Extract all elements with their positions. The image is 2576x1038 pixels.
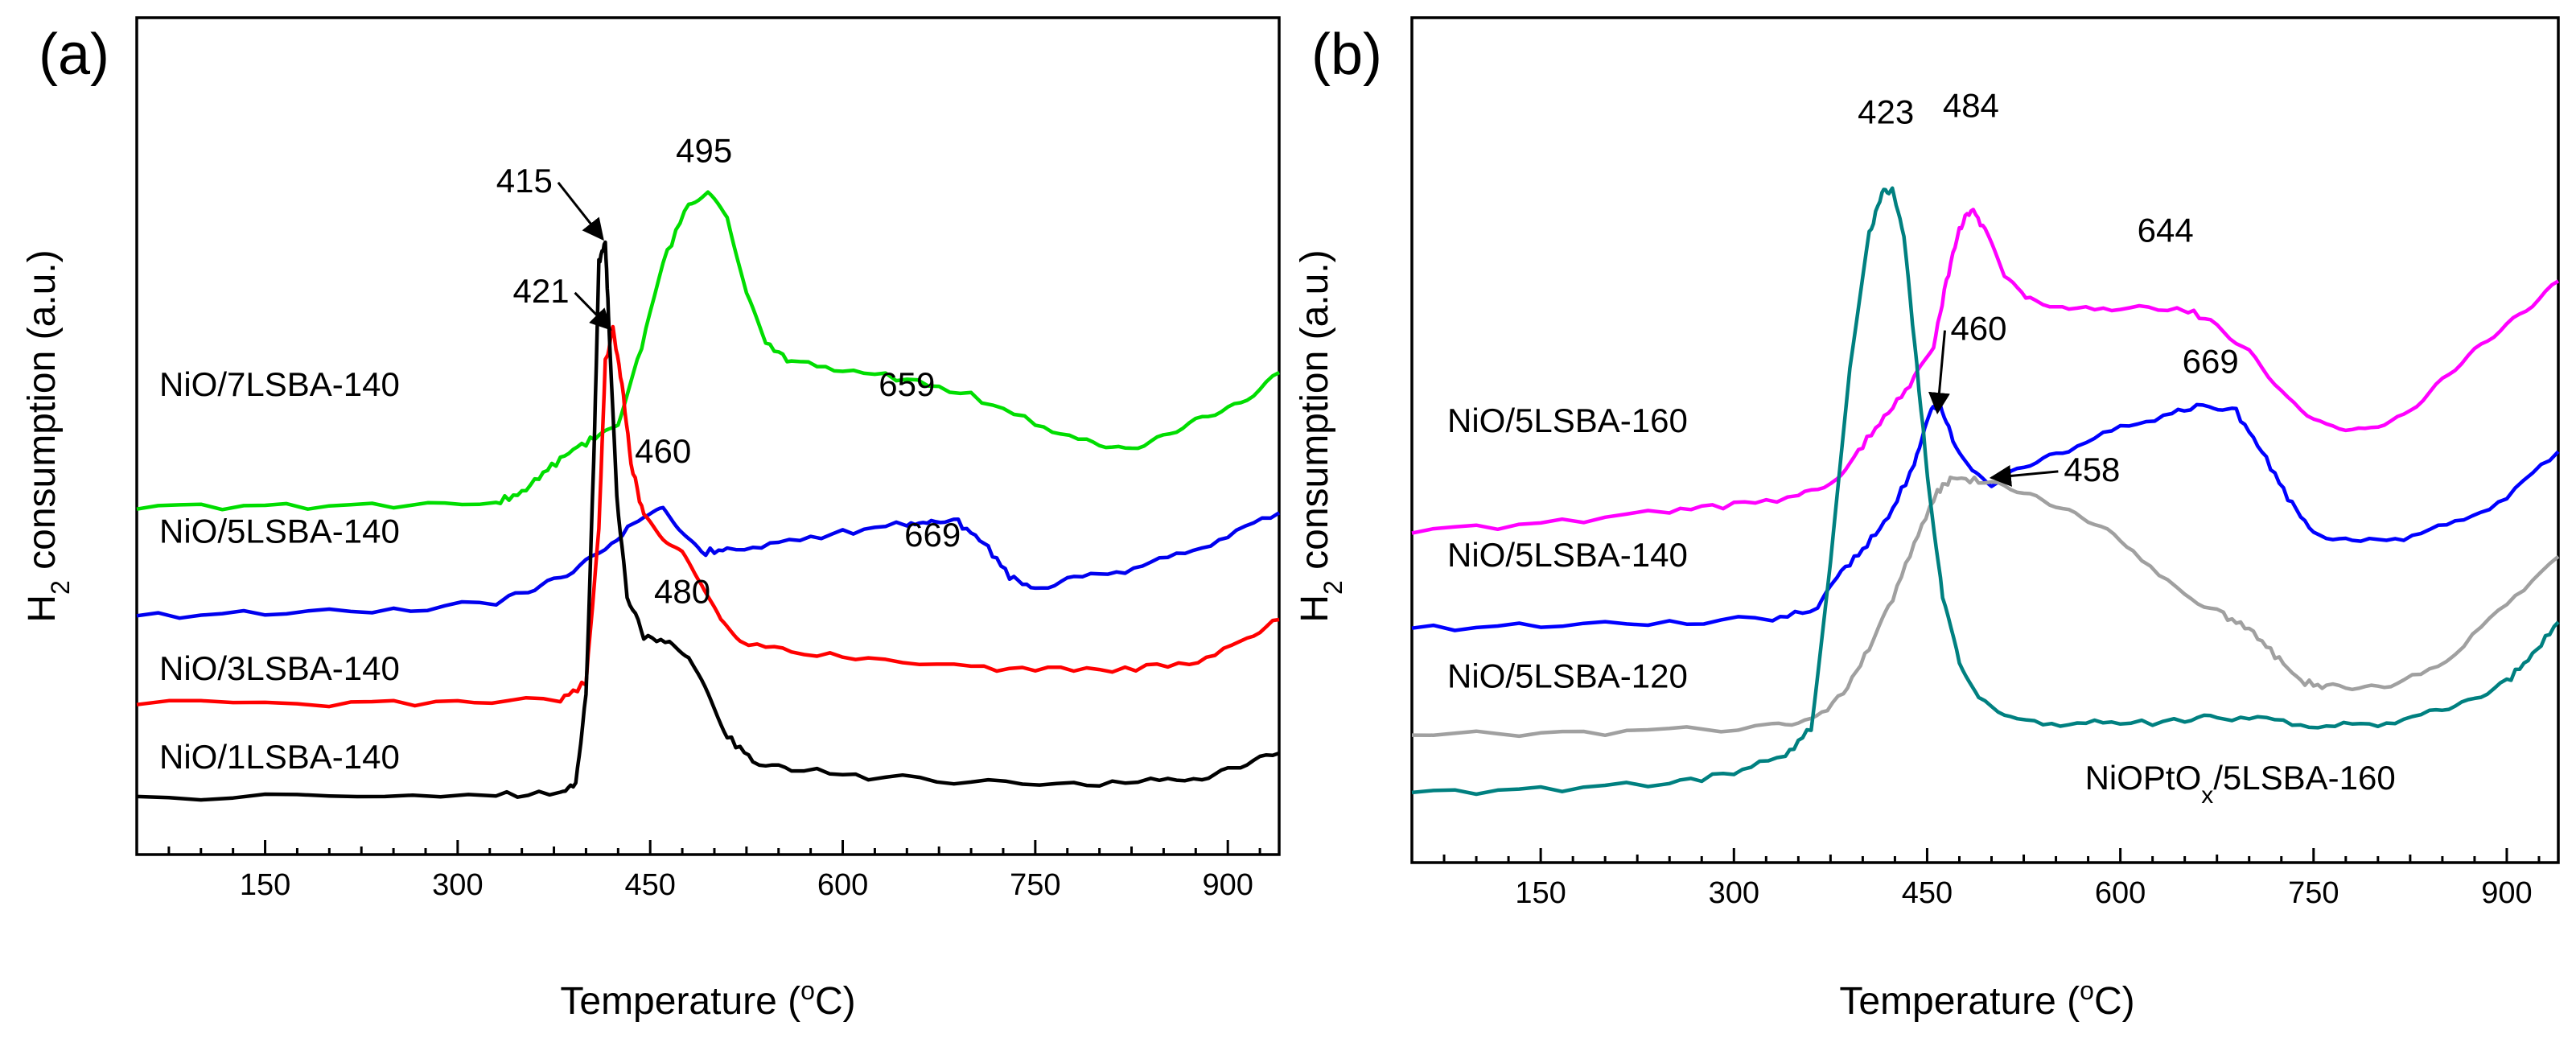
series-label: NiOPtOx/5LSBA-160 xyxy=(2085,759,2396,809)
panel-a-annotations: 415 421 495 659 460 669 480 xyxy=(496,132,961,611)
series-line-nio-5lsba-140 xyxy=(136,505,1281,620)
x-tick-label: 300 xyxy=(1709,876,1759,910)
panel-a-y-axis-title: H2 consumption (a.u.) xyxy=(21,249,75,622)
panel-a-series-labels: NiO/7LSBA-140 NiO/5LSBA-140 NiO/3LSBA-140 N… xyxy=(159,365,400,776)
series-label: NiO/5LSBA-140 xyxy=(159,513,400,550)
panel-a-ticks xyxy=(135,840,1261,855)
panel-a-tick-labels: 150 300 450 600 750 900 xyxy=(240,868,1253,902)
x-tick-label: 150 xyxy=(240,868,290,902)
panel-b: (b) 150 300 450 600 750 900 NiO/5LSBA-160NiO/… xyxy=(1294,16,2560,1023)
panel-a-label: (a) xyxy=(39,23,109,87)
series-label: NiO/1LSBA-140 xyxy=(159,738,400,776)
peak-label: 458 xyxy=(2064,451,2120,488)
series-line-nio-7lsba-140 xyxy=(136,190,1281,512)
x-tick-label: 600 xyxy=(817,868,868,902)
x-tick-label: 450 xyxy=(1902,876,1953,910)
panel-a: (a) 150 300 450 600 750 900 NiO/7LSBA-140NiO/… xyxy=(21,16,1281,1023)
series-label: NiO/5LSBA-160 xyxy=(1447,402,1688,439)
panel-b-annotations: 423 484 644 460 669 458 xyxy=(1858,87,2239,488)
x-tick-label: 900 xyxy=(2481,876,2532,910)
series-line-nioptox-5lsba-160 xyxy=(1411,186,2560,797)
x-tick-label: 750 xyxy=(1010,868,1060,902)
peak-arrow xyxy=(574,291,612,331)
peak-label: 460 xyxy=(1950,310,2006,348)
series-label: NiO/5LSBA-140 xyxy=(1447,536,1688,574)
peak-arrow xyxy=(1989,465,2059,487)
x-tick-label: 750 xyxy=(2288,876,2339,910)
panel-b-curves xyxy=(1411,186,2560,797)
peak-label: 423 xyxy=(1858,93,1914,131)
panel-b-ticks xyxy=(1410,848,2541,863)
peak-arrow xyxy=(1928,330,1950,414)
peak-label: 415 xyxy=(496,162,553,200)
peak-label: 644 xyxy=(2138,211,2194,249)
series-line-nio-1lsba-140 xyxy=(136,240,1280,802)
x-tick-label: 150 xyxy=(1515,876,1566,910)
series-line-nio-5lsba-160 xyxy=(1411,208,2560,535)
peak-label: 669 xyxy=(904,516,961,554)
x-tick-label: 600 xyxy=(2095,876,2146,910)
panel-b-label: (b) xyxy=(1311,23,1382,87)
peak-label: 480 xyxy=(654,572,710,610)
x-tick-label: 300 xyxy=(432,868,483,902)
panel-b-frame xyxy=(1410,16,2560,864)
series-label: NiO/5LSBA-120 xyxy=(1447,657,1688,695)
peak-label: 421 xyxy=(513,272,570,310)
panel-b-x-axis-title: Temperature (oC) xyxy=(1839,976,2134,1023)
panel-b-y-axis-title: H2 consumption (a.u.) xyxy=(1294,249,1348,622)
panel-a-x-axis-title: Temperature (oC) xyxy=(560,976,855,1023)
series-line-nio-5lsba-120 xyxy=(1411,475,2560,739)
x-tick-label: 900 xyxy=(1202,868,1253,902)
panel-b-series-labels: NiO/5LSBA-160 NiO/5LSBA-140 NiO/5LSBA-120 N… xyxy=(1447,402,2396,809)
panel-a-frame xyxy=(135,16,1281,856)
peak-arrow xyxy=(557,181,604,241)
series-label: NiO/7LSBA-140 xyxy=(159,365,400,403)
peak-label: 669 xyxy=(2183,342,2239,380)
panel-b-tick-labels: 150 300 450 600 750 900 xyxy=(1515,876,2532,910)
panel-a-curves xyxy=(136,190,1281,802)
peak-label: 495 xyxy=(676,132,732,170)
x-tick-label: 450 xyxy=(624,868,675,902)
peak-label: 659 xyxy=(879,365,935,403)
peak-label: 484 xyxy=(1943,87,1999,125)
peak-label: 460 xyxy=(635,432,691,470)
series-label: NiO/3LSBA-140 xyxy=(159,649,400,687)
series-line-nio-3lsba-140 xyxy=(136,324,1280,709)
